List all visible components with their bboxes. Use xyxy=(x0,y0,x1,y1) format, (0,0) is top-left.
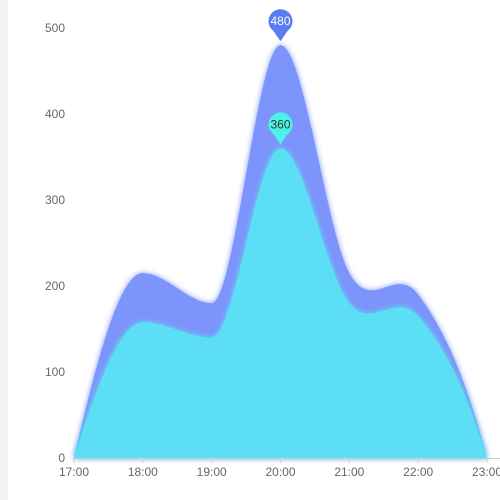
marker-pin-1: 360 xyxy=(268,112,293,145)
y-tick-label: 200 xyxy=(45,279,65,293)
y-tick-label: 100 xyxy=(45,365,65,379)
marker-label: 480 xyxy=(270,14,290,28)
x-tick-label: 17:00 xyxy=(59,465,89,479)
series-1-area xyxy=(74,148,487,458)
x-tick-label: 18:00 xyxy=(128,465,158,479)
x-tick-label: 23:00 xyxy=(472,465,500,479)
x-axis: 17:00 18:00 19:00 20:00 21:00 22:00 23:00 xyxy=(59,458,500,479)
markers: 480 360 xyxy=(268,9,293,145)
left-panel-edge xyxy=(0,0,8,500)
marker-pin-shape xyxy=(268,9,293,42)
marker-pin-0: 480 xyxy=(268,9,293,42)
y-tick-label: 500 xyxy=(45,21,65,35)
y-tick-label: 400 xyxy=(45,107,65,121)
y-axis: 0 100 200 300 400 500 xyxy=(45,21,65,465)
plot-area xyxy=(74,45,487,458)
marker-label: 360 xyxy=(270,117,290,131)
x-tick-label: 21:00 xyxy=(334,465,364,479)
x-tick-label: 19:00 xyxy=(197,465,227,479)
x-tick-label: 20:00 xyxy=(265,465,295,479)
y-tick-label: 300 xyxy=(45,193,65,207)
marker-pin-shape xyxy=(268,112,293,145)
x-tick-label: 22:00 xyxy=(403,465,433,479)
y-tick-label: 0 xyxy=(58,451,65,465)
